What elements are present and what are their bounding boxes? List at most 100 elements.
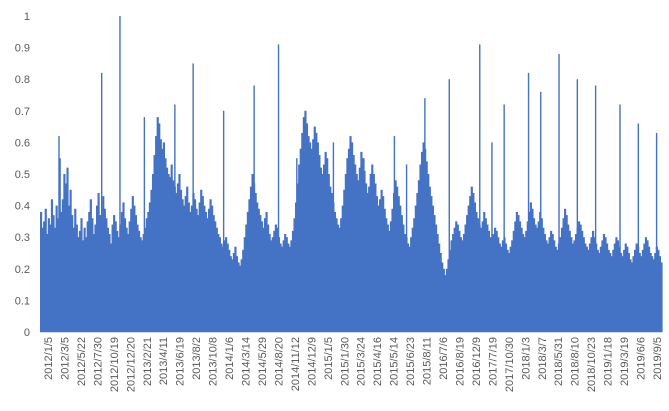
x-tick-label: 2012/12/20 bbox=[125, 337, 137, 392]
data-bar bbox=[613, 243, 616, 332]
data-bar bbox=[509, 246, 512, 332]
y-tick-label: 0.6 bbox=[15, 137, 30, 149]
data-spike bbox=[253, 85, 255, 333]
data-bar bbox=[542, 227, 545, 332]
data-bar bbox=[246, 211, 249, 332]
data-bar bbox=[125, 227, 128, 332]
x-tick-label: 2012/1/5 bbox=[43, 337, 55, 380]
data-bar bbox=[305, 123, 309, 332]
x-tick-label: 2015/6/23 bbox=[405, 337, 417, 386]
data-bar bbox=[489, 237, 492, 332]
data-bar bbox=[430, 196, 433, 332]
data-spike bbox=[296, 158, 298, 332]
data-bar bbox=[436, 234, 439, 332]
data-bar bbox=[120, 211, 124, 332]
data-bar bbox=[260, 221, 263, 332]
data-bar bbox=[498, 243, 501, 332]
data-bar bbox=[433, 215, 436, 332]
data-bar bbox=[610, 256, 613, 332]
data-bar bbox=[484, 218, 487, 332]
data-bar bbox=[517, 215, 520, 332]
data-bar bbox=[229, 256, 232, 332]
data-bar bbox=[501, 240, 504, 332]
data-bar bbox=[178, 174, 181, 332]
data-bar bbox=[410, 237, 413, 332]
data-bar bbox=[462, 234, 466, 332]
data-bar bbox=[403, 234, 407, 332]
data-bar bbox=[343, 189, 346, 332]
data-bar bbox=[206, 218, 209, 332]
data-bar bbox=[263, 218, 267, 332]
data-bar bbox=[562, 218, 565, 332]
x-tick-label: 2019/9/5 bbox=[652, 337, 664, 380]
data-bar bbox=[574, 234, 578, 332]
data-bar bbox=[447, 259, 450, 332]
data-bar bbox=[408, 246, 411, 332]
data-bar bbox=[40, 211, 43, 332]
x-tick-label: 2019/6/6 bbox=[636, 337, 648, 380]
data-bar bbox=[461, 240, 464, 332]
data-bar bbox=[179, 189, 183, 332]
data-bar bbox=[265, 211, 268, 332]
data-bar bbox=[41, 227, 44, 332]
data-bar bbox=[347, 148, 351, 332]
data-spike bbox=[594, 85, 597, 333]
data-bar bbox=[453, 227, 456, 332]
data-bar bbox=[327, 174, 330, 332]
data-bar bbox=[632, 256, 635, 332]
data-bar bbox=[545, 240, 548, 332]
data-spike bbox=[655, 132, 658, 332]
data-bar bbox=[279, 243, 282, 332]
data-bar bbox=[458, 230, 461, 332]
data-spike bbox=[100, 72, 103, 332]
data-spike bbox=[527, 72, 530, 332]
data-bar bbox=[55, 205, 58, 332]
data-bar bbox=[604, 237, 607, 332]
x-tick-label: 2015/5/14 bbox=[389, 337, 401, 386]
data-bar bbox=[323, 164, 326, 332]
data-bar bbox=[357, 180, 360, 332]
data-bar bbox=[150, 189, 153, 332]
data-bar bbox=[568, 230, 571, 332]
x-tick-label: 2012/5/22 bbox=[76, 337, 88, 386]
data-bar bbox=[640, 256, 643, 332]
data-bar bbox=[382, 196, 385, 332]
x-tick-label: 2014/3/14 bbox=[241, 337, 253, 386]
data-bar bbox=[388, 230, 391, 332]
data-bar bbox=[520, 227, 523, 332]
data-bar bbox=[207, 208, 211, 332]
data-bar bbox=[523, 237, 526, 332]
data-bar bbox=[147, 211, 150, 332]
data-bar bbox=[466, 215, 469, 332]
data-bar bbox=[130, 208, 133, 332]
data-bar bbox=[361, 158, 365, 332]
x-tick-label: 2015/3/24 bbox=[356, 337, 368, 386]
data-bar bbox=[616, 240, 620, 332]
data-bar bbox=[145, 218, 148, 332]
x-tick-label: 2014/5/29 bbox=[257, 337, 269, 386]
data-bar bbox=[349, 136, 352, 332]
data-bar bbox=[587, 249, 590, 332]
data-bar bbox=[237, 262, 240, 332]
data-bar bbox=[301, 132, 304, 332]
data-bar bbox=[316, 142, 319, 332]
data-bar bbox=[406, 243, 410, 332]
x-tick-label: 2013/8/2 bbox=[191, 337, 203, 380]
data-spike bbox=[558, 53, 560, 333]
data-bar bbox=[567, 224, 570, 332]
data-bar bbox=[274, 224, 277, 332]
data-bar bbox=[172, 180, 175, 332]
data-bar bbox=[99, 215, 102, 332]
data-bar bbox=[44, 208, 47, 332]
data-bar bbox=[117, 237, 120, 332]
data-bar bbox=[554, 246, 557, 332]
data-bar bbox=[228, 249, 231, 332]
data-bar bbox=[257, 208, 260, 332]
x-tick-label: 2015/1/5 bbox=[323, 337, 335, 380]
data-bar bbox=[315, 132, 318, 332]
data-bar bbox=[296, 183, 299, 332]
data-bar bbox=[626, 246, 629, 332]
data-bar bbox=[525, 230, 528, 332]
data-bar bbox=[282, 240, 285, 332]
data-bar bbox=[588, 243, 592, 332]
